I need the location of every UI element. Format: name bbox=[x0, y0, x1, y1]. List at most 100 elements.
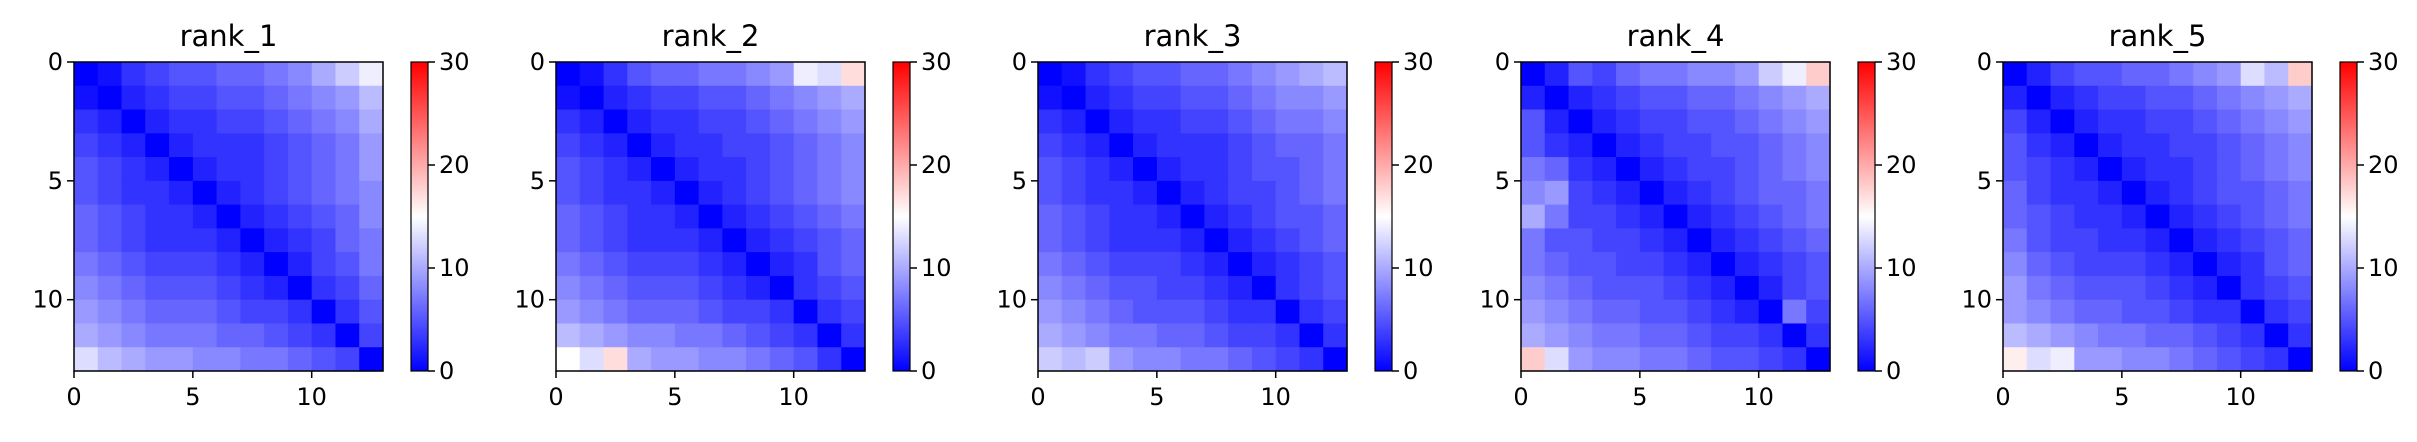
heatmap-cell-r5-c10 bbox=[1275, 180, 1301, 206]
heatmap-cell-r2-c9 bbox=[769, 109, 795, 134]
heatmap-cell-r2-c6 bbox=[216, 109, 241, 134]
heatmap-cell-r4-c10 bbox=[793, 157, 819, 182]
heatmap-cell-r3-c3 bbox=[1592, 133, 1617, 158]
heatmap-cell-r11-c9 bbox=[769, 323, 795, 348]
heatmap-cell-r8-c4 bbox=[651, 252, 676, 277]
heatmap-cell-r0-c5 bbox=[1156, 62, 1182, 87]
heatmap-cell-r5-c1 bbox=[97, 180, 123, 206]
heatmap-cell-r1-c3 bbox=[1109, 85, 1134, 111]
heatmap-cell-r1-c0 bbox=[1521, 85, 1546, 111]
heatmap-cell-r6-c9 bbox=[2216, 204, 2242, 229]
heatmap-cell-r2-c12 bbox=[2288, 109, 2313, 134]
heatmap-cell-r12-c7 bbox=[1687, 347, 1712, 372]
heatmap-cell-r4-c8 bbox=[2193, 157, 2218, 182]
heatmap-cell-r5-c0 bbox=[2003, 180, 2028, 206]
heatmap-cell-r0-c7 bbox=[2169, 62, 2194, 87]
heatmap-cell-r10-c6 bbox=[2145, 299, 2170, 325]
heatmap-cell-r2-c10 bbox=[2240, 109, 2266, 134]
heatmap-cell-r7-c3 bbox=[2074, 228, 2099, 253]
heatmap-cell-r11-c4 bbox=[1616, 323, 1641, 348]
heatmap-cell-r5-c5 bbox=[674, 180, 700, 206]
panel-title: rank_4 bbox=[1627, 19, 1725, 53]
heatmap-cell-r5-c1 bbox=[2026, 180, 2052, 206]
heatmap-cell-r11-c2 bbox=[1085, 323, 1110, 348]
heatmap-cell-r2-c7 bbox=[722, 109, 747, 134]
heatmap-cell-r6-c4 bbox=[1133, 204, 1158, 229]
heatmap-cell-r6-c2 bbox=[1085, 204, 1110, 229]
heatmap-cell-r10-c7 bbox=[2169, 299, 2194, 325]
heatmap-cell-r7-c4 bbox=[2098, 228, 2123, 253]
heatmap-cell-r10-c3 bbox=[627, 299, 652, 325]
heatmap-cell-r0-c12 bbox=[1323, 62, 1348, 87]
heatmap-cell-r0-c1 bbox=[579, 62, 605, 87]
heatmap-cell-r3-c4 bbox=[651, 133, 676, 158]
heatmap-cell-r1-c12 bbox=[841, 85, 866, 111]
heatmap-cell-r10-c2 bbox=[1085, 299, 1110, 325]
heatmap-cell-r4-c1 bbox=[1061, 157, 1087, 182]
heatmap-cell-r1-c9 bbox=[769, 85, 795, 111]
colorbar-tick-label: 30 bbox=[1403, 48, 1434, 76]
heatmap-cell-r1-c5 bbox=[1156, 85, 1182, 111]
heatmap-cell-r2-c9 bbox=[1734, 109, 1760, 134]
heatmap-cell-r11-c5 bbox=[1156, 323, 1182, 348]
heatmap-cell-r10-c11 bbox=[2264, 299, 2289, 325]
heatmap-cell-r0-c3 bbox=[627, 62, 652, 87]
heatmap-cell-r11-c12 bbox=[1323, 323, 1348, 348]
heatmap-cell-r11-c8 bbox=[1228, 323, 1253, 348]
heatmap-cell-r9-c5 bbox=[2121, 275, 2147, 301]
heatmap-cell-r3-c5 bbox=[2121, 133, 2147, 158]
heatmap-cell-r9-c4 bbox=[1133, 275, 1158, 301]
heatmap-cell-r7-c11 bbox=[1299, 228, 1324, 253]
heatmap-cell-r9-c6 bbox=[698, 275, 723, 301]
heatmap-cell-r7-c0 bbox=[1038, 228, 1063, 253]
heatmap-cell-r4-c12 bbox=[841, 157, 866, 182]
heatmap-cell-r0-c10 bbox=[2240, 62, 2266, 87]
heatmap-cell-r2-c0 bbox=[74, 109, 99, 134]
heatmap-cell-r3-c3 bbox=[145, 133, 170, 158]
heatmap-cell-r12-c8 bbox=[1228, 347, 1253, 372]
heatmap-cell-r0-c6 bbox=[216, 62, 241, 87]
x-tick-label: 0 bbox=[1995, 383, 2010, 411]
heatmap-cell-r2-c12 bbox=[359, 109, 384, 134]
heatmap-cell-r12-c12 bbox=[1323, 347, 1348, 372]
heatmap-cell-r9-c3 bbox=[145, 275, 170, 301]
heatmap-cell-r2-c6 bbox=[1663, 109, 1688, 134]
heatmap-cell-r8-c8 bbox=[746, 252, 771, 277]
heatmap-cell-r7-c6 bbox=[1663, 228, 1688, 253]
heatmap-cell-r7-c9 bbox=[2216, 228, 2242, 253]
heatmap-cell-r7-c9 bbox=[1251, 228, 1277, 253]
heatmap-cell-r2-c4 bbox=[1616, 109, 1641, 134]
heatmap-cell-r4-c7 bbox=[1687, 157, 1712, 182]
heatmap-cell-r2-c7 bbox=[1687, 109, 1712, 134]
heatmap-cell-r11-c7 bbox=[2169, 323, 2194, 348]
heatmap-cell-r5-c3 bbox=[145, 180, 170, 206]
heatmap-cell-r5-c6 bbox=[1180, 180, 1205, 206]
x-tick-label: 5 bbox=[2114, 383, 2129, 411]
heatmap-cell-r0-c1 bbox=[97, 62, 123, 87]
heatmap-cell-r5-c3 bbox=[627, 180, 652, 206]
heatmap-cell-r6-c3 bbox=[145, 204, 170, 229]
heatmap-cell-r12-c4 bbox=[651, 347, 676, 372]
heatmap-cell-r8-c8 bbox=[1711, 252, 1736, 277]
heatmap-cell-r1-c7 bbox=[1204, 85, 1229, 111]
heatmap-cell-r0-c2 bbox=[1085, 62, 1110, 87]
heatmap-cell-r6-c8 bbox=[264, 204, 289, 229]
heatmap-cell-r7-c6 bbox=[1180, 228, 1205, 253]
heatmap-cell-r2-c5 bbox=[1639, 109, 1665, 134]
y-tick-label: 10 bbox=[996, 286, 1027, 314]
heatmap-cell-r7-c12 bbox=[1806, 228, 1831, 253]
heatmap-cell-r8-c6 bbox=[2145, 252, 2170, 277]
heatmap-cell-r7-c7 bbox=[1687, 228, 1712, 253]
heatmap-cell-r0-c8 bbox=[1711, 62, 1736, 87]
heatmap-cell-r10-c0 bbox=[556, 299, 581, 325]
heatmap-cell-r1-c4 bbox=[1133, 85, 1158, 111]
heatmap-cell-r6-c0 bbox=[74, 204, 99, 229]
heatmap-cell-r3-c5 bbox=[1156, 133, 1182, 158]
heatmap-cell-r4-c11 bbox=[2264, 157, 2289, 182]
heatmap-cell-r6-c10 bbox=[793, 204, 819, 229]
heatmap-cell-r9-c4 bbox=[169, 275, 194, 301]
heatmap-cell-r2-c7 bbox=[240, 109, 265, 134]
heatmap-cell-r5-c8 bbox=[746, 180, 771, 206]
heatmap-cell-r2-c10 bbox=[793, 109, 819, 134]
heatmap-cell-r1-c1 bbox=[579, 85, 605, 111]
